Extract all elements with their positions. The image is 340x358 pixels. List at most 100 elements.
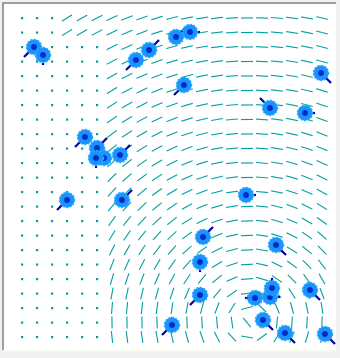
field-segment xyxy=(255,75,269,77)
field-segment xyxy=(121,115,133,124)
field-dot xyxy=(21,278,24,281)
field-segment xyxy=(291,316,293,329)
field-dot xyxy=(96,60,99,63)
field-segment xyxy=(196,189,208,195)
field-dot xyxy=(51,278,54,281)
field-dot xyxy=(66,89,69,92)
field-dot xyxy=(96,205,99,208)
particle xyxy=(296,104,315,122)
field-segment xyxy=(300,45,314,49)
field-segment xyxy=(301,189,313,195)
field-segment xyxy=(225,60,239,63)
particle xyxy=(125,51,145,71)
field-segment xyxy=(211,218,223,224)
field-segment xyxy=(288,288,296,299)
field-segment xyxy=(255,205,269,208)
field-segment xyxy=(197,274,207,284)
particle-core xyxy=(243,192,249,198)
field-segment xyxy=(195,103,209,107)
field-segment xyxy=(270,16,284,20)
field-segment xyxy=(317,231,327,240)
field-dot xyxy=(36,17,39,20)
field-segment xyxy=(140,331,144,343)
field-segment xyxy=(151,87,163,94)
field-dot xyxy=(81,292,84,295)
field-segment xyxy=(275,316,279,329)
field-dot xyxy=(36,133,39,136)
field-dot xyxy=(36,205,39,208)
field-dot xyxy=(66,336,69,339)
field-segment xyxy=(274,302,280,314)
field-segment xyxy=(300,16,314,20)
field-segment xyxy=(270,45,284,49)
field-dot xyxy=(81,205,84,208)
particle xyxy=(113,189,133,209)
particle xyxy=(56,191,76,211)
field-segment xyxy=(316,188,328,196)
field-dot xyxy=(21,147,24,150)
field-segment xyxy=(316,102,328,108)
field-segment xyxy=(240,278,254,280)
field-dot xyxy=(21,46,24,49)
field-segment xyxy=(318,273,326,285)
field-dot xyxy=(81,321,84,324)
field-segment xyxy=(255,133,269,135)
field-segment xyxy=(317,245,327,255)
field-segment xyxy=(211,74,223,78)
field-segment xyxy=(136,116,148,123)
particle-core xyxy=(322,331,328,337)
field-segment xyxy=(121,101,133,109)
field-segment xyxy=(166,131,178,137)
field-dot xyxy=(36,249,39,252)
field-segment xyxy=(271,204,283,209)
field-segment xyxy=(108,215,116,227)
field-dot xyxy=(51,104,54,107)
field-segment xyxy=(286,175,298,180)
field-segment xyxy=(166,216,178,226)
field-segment xyxy=(301,231,313,240)
particle-core xyxy=(40,52,46,58)
field-dot xyxy=(21,31,24,34)
field-segment xyxy=(121,72,133,80)
field-segment xyxy=(136,101,148,109)
field-segment xyxy=(316,30,328,35)
field-segment xyxy=(225,31,239,34)
field-segment xyxy=(122,173,132,182)
field-segment xyxy=(225,219,239,223)
field-segment xyxy=(255,118,269,121)
particle xyxy=(263,278,281,297)
field-dot xyxy=(21,75,24,78)
field-segment xyxy=(125,301,129,315)
field-segment xyxy=(125,331,129,343)
field-segment xyxy=(122,201,132,212)
field-segment xyxy=(301,131,313,137)
field-dot xyxy=(36,60,39,63)
field-segment xyxy=(166,88,178,93)
field-segment xyxy=(211,274,223,284)
field-dot xyxy=(96,75,99,78)
field-segment xyxy=(166,188,178,196)
field-dot xyxy=(66,234,69,237)
field-segment xyxy=(271,147,283,150)
particle xyxy=(259,97,279,117)
field-segment xyxy=(154,287,160,300)
field-dot xyxy=(81,89,84,92)
field-dot xyxy=(21,133,24,136)
field-segment xyxy=(271,118,283,121)
field-dot xyxy=(81,278,84,281)
field-segment xyxy=(301,146,313,151)
field-dot xyxy=(81,60,84,63)
field-segment xyxy=(255,89,269,92)
field-segment xyxy=(151,30,163,35)
particle xyxy=(161,316,181,336)
field-dot xyxy=(96,89,99,92)
particle xyxy=(74,128,94,148)
field-segment xyxy=(225,103,239,107)
field-segment xyxy=(76,29,88,36)
field-segment xyxy=(316,174,328,181)
particle-core xyxy=(181,82,187,88)
field-segment xyxy=(270,190,284,194)
field-segment xyxy=(285,132,299,136)
field-segment xyxy=(151,130,163,138)
